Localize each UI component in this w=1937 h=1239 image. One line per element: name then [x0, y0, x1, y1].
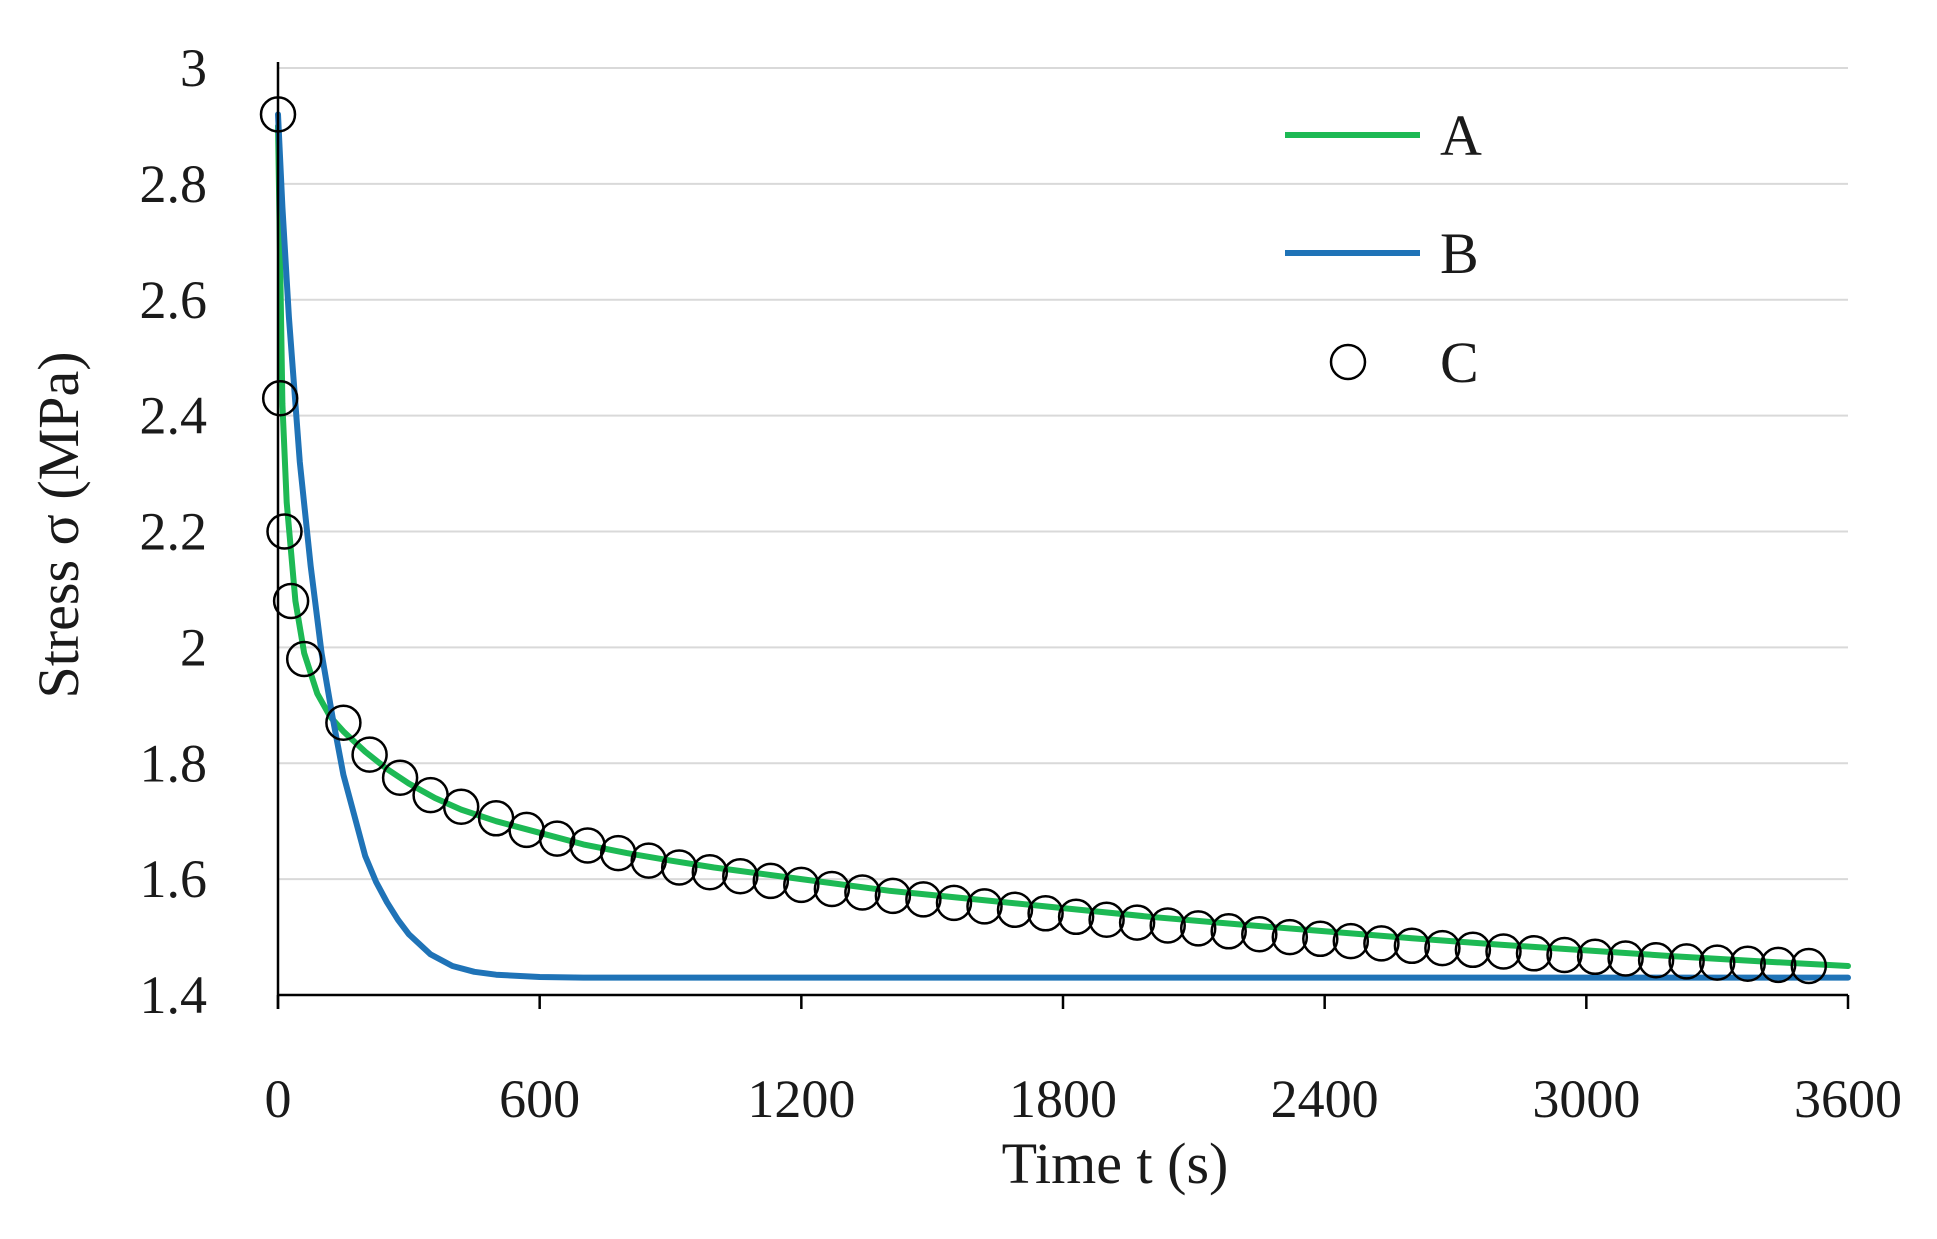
series-c-marker [630, 842, 667, 879]
y-tick-label: 1.6 [140, 849, 208, 909]
series-c-marker [1118, 904, 1156, 941]
series-c-marker [1088, 901, 1125, 938]
series-c-marker [813, 870, 851, 908]
series-c-marker [722, 857, 759, 895]
series-c-marker [1485, 933, 1522, 970]
series-c-marker [599, 834, 637, 872]
series-c-marker [1637, 941, 1675, 979]
series-c-marker [351, 736, 388, 773]
series-c-marker [935, 884, 973, 922]
axes [276, 62, 1850, 1009]
series-c-marker [325, 704, 362, 741]
legend-b-label: B [1440, 221, 1479, 286]
series-c-marker [272, 582, 310, 620]
series-c-marker [261, 379, 299, 417]
series-c-marker [996, 891, 1034, 929]
x-tick-label: 3600 [1794, 1069, 1902, 1129]
series-b-line [275, 111, 1851, 981]
series-c-marker [1332, 922, 1370, 960]
y-tick-label: 2 [180, 617, 207, 677]
series-c-marker [1271, 918, 1309, 956]
x-tick-label: 600 [499, 1069, 580, 1129]
series-c-marker [1790, 947, 1828, 985]
series-c-marker [1027, 895, 1064, 932]
y-tick-label: 2.2 [140, 502, 208, 562]
gridlines [278, 67, 1848, 881]
y-tick-label: 2.4 [140, 386, 208, 446]
series-c-marker [1057, 898, 1095, 936]
series-c-marker [569, 827, 606, 864]
series-c-marker [1393, 927, 1431, 965]
series-c-marker [1576, 938, 1614, 976]
series-c-marker [1454, 931, 1492, 969]
series-c-marker [691, 853, 729, 891]
series-c-marker [874, 877, 912, 915]
series-c-marker [285, 640, 323, 678]
y-tick-label: 1.4 [140, 965, 208, 1025]
x-tick-label: 0 [265, 1069, 292, 1129]
series-c-marker [1241, 915, 1278, 953]
y-tick-label: 3 [180, 38, 207, 98]
series-c-marker [752, 862, 790, 900]
series-c-marker [1363, 925, 1400, 962]
series-c-marker [1607, 940, 1644, 977]
series-c-marker [1759, 946, 1797, 984]
series-c-marker [905, 881, 942, 918]
legend-c-swatch [1329, 343, 1367, 381]
series-c-marker [844, 874, 881, 911]
series-c-marker [1698, 944, 1736, 981]
y-axis-title: Stress σ (MPa) [26, 351, 91, 698]
y-tick-label: 2.6 [140, 270, 208, 330]
series-c-marker [538, 820, 576, 857]
series-c-marker [1668, 943, 1705, 980]
series-c-marker [442, 788, 480, 825]
series-c-marker [1179, 910, 1217, 947]
series-c-marker [381, 759, 419, 796]
x-tick-label: 3000 [1532, 1069, 1640, 1129]
y-tick-label: 1.8 [140, 733, 208, 793]
x-tick-label: 1200 [747, 1069, 855, 1129]
x-tick-label: 1800 [1009, 1069, 1117, 1129]
series-c-marker [1729, 945, 1766, 982]
series-c-marker [783, 866, 820, 904]
y-tick-label: 2.8 [140, 154, 208, 214]
series-c-marker [1424, 929, 1461, 967]
legend: ABC [1285, 103, 1482, 395]
legend-a-label: A [1440, 103, 1482, 168]
tick-labels: 0 600 1200 1800 2400 3000 3600 1.4 1.6 1.8 2 2.2 2.4… [140, 38, 1903, 1129]
series-c-marker [1149, 907, 1186, 944]
series-c-marker [266, 513, 303, 550]
series-c-marker [1210, 913, 1247, 950]
legend-c-label: C [1440, 330, 1479, 395]
series-c-marker [660, 849, 698, 886]
x-axis-title: Time t (s) [1002, 1131, 1229, 1196]
series-c-marker [1515, 935, 1553, 972]
series-c-marker [966, 888, 1003, 925]
series-c-marker [1302, 920, 1339, 958]
series-layer [259, 96, 1851, 985]
x-tick-label: 2400 [1271, 1069, 1379, 1129]
series-c-marker [1546, 936, 1583, 974]
